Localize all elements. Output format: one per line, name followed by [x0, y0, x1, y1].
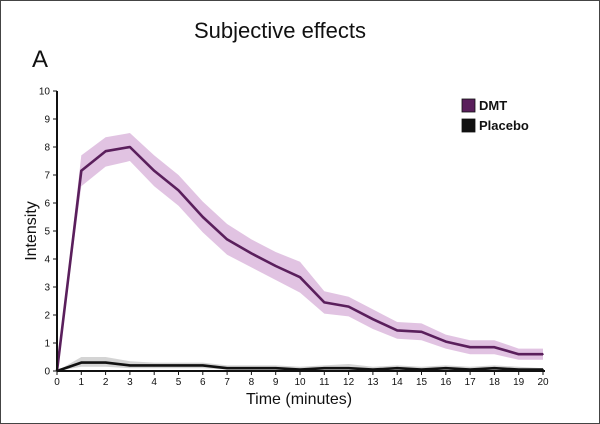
legend: DMT Placebo — [461, 98, 529, 133]
x-tick-label: 2 — [103, 377, 109, 388]
y-tick-label: 10 — [39, 87, 51, 98]
y-tick-label: 5 — [44, 227, 50, 238]
axes: 0 1 2 3 4 5 6 7 8 9 10 11 12 13 14 15 16 17 18 19 2001234567… — [39, 87, 549, 389]
data-point-placebo — [80, 361, 83, 364]
x-axis-label: Time (minutes) — [246, 391, 352, 408]
panel-label: A — [32, 46, 49, 73]
x-tick-label: 8 — [249, 377, 255, 388]
data-point-dmt — [445, 340, 447, 343]
data-point-dmt — [153, 170, 155, 172]
data-point-dmt — [517, 353, 520, 356]
x-tick-label: 10 — [294, 377, 306, 388]
y-tick-label: 1 — [44, 339, 50, 350]
data-point-dmt — [202, 216, 204, 218]
y-tick-label: 0 — [44, 367, 50, 378]
data-point-placebo — [226, 367, 228, 370]
data-point-dmt — [177, 189, 180, 192]
data-point-dmt — [469, 346, 471, 349]
data-point-dmt — [274, 265, 277, 267]
x-tick-label: 15 — [416, 377, 428, 388]
x-tick-label: 3 — [127, 377, 133, 388]
legend-swatch-placebo — [461, 118, 476, 133]
data-point-placebo — [129, 364, 131, 367]
data-point-placebo — [153, 364, 155, 367]
chart-title: Subjective effects — [193, 18, 367, 43]
y-tick-label: 6 — [44, 199, 50, 210]
series-line-dmt — [55, 145, 543, 372]
data-point-dmt — [493, 346, 496, 349]
y-tick-label: 4 — [44, 255, 50, 266]
data-point-dmt — [299, 276, 301, 279]
data-point-placebo — [445, 367, 447, 370]
x-tick-label: 18 — [489, 377, 501, 388]
data-point-placebo — [493, 367, 496, 370]
data-point-dmt — [129, 146, 131, 148]
data-point-placebo — [177, 364, 180, 367]
band-dmt — [57, 133, 543, 371]
data-point-placebo — [104, 361, 107, 364]
data-point-dmt — [226, 238, 228, 241]
series-lines — [55, 145, 544, 373]
x-tick-label: 19 — [513, 377, 525, 388]
data-point-placebo — [202, 364, 204, 367]
data-point-dmt — [80, 170, 83, 172]
x-tick-label: 12 — [343, 377, 355, 388]
data-point-dmt — [347, 305, 350, 308]
data-point-dmt — [542, 353, 544, 356]
legend-label-dmt: DMT — [479, 98, 507, 113]
x-tick-label: 6 — [200, 377, 206, 388]
x-tick-label: 11 — [319, 377, 330, 388]
x-tick-label: 4 — [151, 377, 157, 388]
data-point-dmt — [323, 301, 326, 304]
data-point-dmt — [372, 318, 374, 321]
data-point-placebo — [323, 367, 326, 370]
y-tick-label: 7 — [44, 171, 50, 182]
data-point-dmt — [250, 252, 253, 255]
x-tick-label: 20 — [537, 377, 549, 388]
x-tick-label: 5 — [176, 377, 182, 388]
data-point-placebo — [250, 367, 253, 370]
data-point-dmt — [420, 331, 423, 333]
band-placebo — [57, 357, 543, 371]
y-tick-label: 8 — [44, 143, 50, 154]
x-tick-label: 0 — [54, 377, 60, 388]
x-tick-label: 17 — [465, 377, 477, 388]
data-point-placebo — [396, 367, 399, 370]
x-tick-label: 1 — [79, 377, 85, 388]
y-tick-label: 3 — [44, 283, 50, 294]
y-axis-label: Intensity — [23, 201, 40, 261]
x-tick-label: 7 — [224, 377, 230, 388]
x-tick-label: 9 — [273, 377, 279, 388]
x-tick-label: 16 — [440, 377, 452, 388]
y-tick-label: 2 — [44, 311, 50, 322]
data-point-dmt — [104, 150, 107, 152]
legend-swatch-dmt — [461, 98, 476, 113]
data-point-dmt — [396, 329, 399, 332]
data-point-placebo — [274, 367, 277, 370]
legend-label-placebo: Placebo — [479, 118, 529, 133]
x-tick-label: 13 — [367, 377, 379, 388]
x-tick-label: 14 — [392, 377, 404, 388]
confidence-bands — [57, 133, 543, 371]
data-point-placebo — [347, 367, 350, 370]
y-tick-label: 9 — [44, 115, 50, 126]
